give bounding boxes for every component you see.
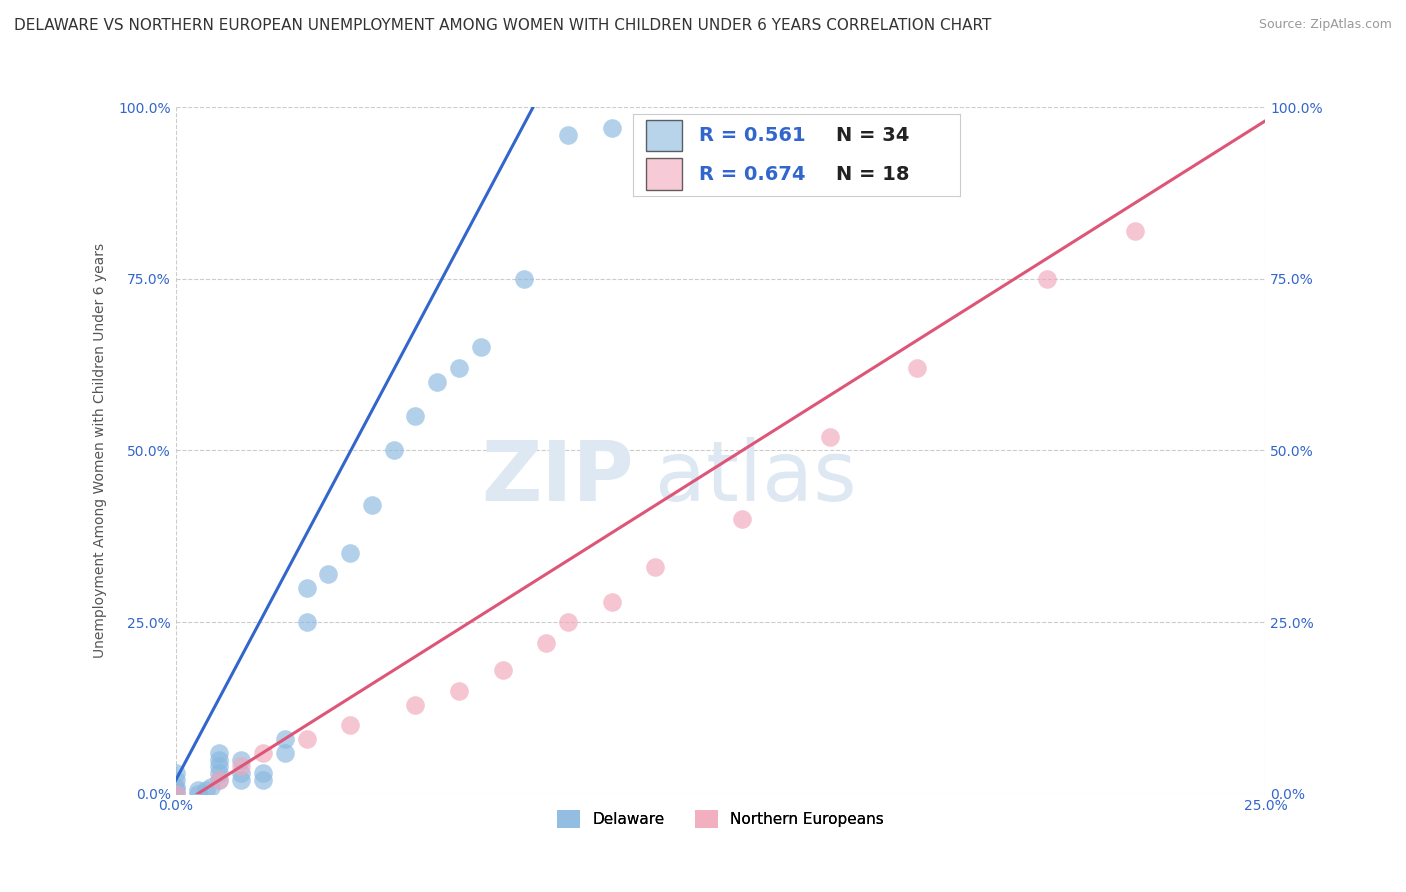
Point	[818, 430, 841, 444]
Point	[426, 375, 449, 389]
FancyBboxPatch shape	[647, 120, 682, 151]
Text: atlas: atlas	[655, 437, 856, 518]
Point	[165, 783, 187, 797]
Text: N = 34: N = 34	[837, 126, 910, 145]
Point	[492, 663, 515, 677]
Point	[274, 746, 297, 760]
Point	[360, 499, 382, 513]
Point	[208, 759, 231, 773]
Point	[252, 773, 274, 788]
Point	[470, 340, 492, 354]
Point	[231, 773, 253, 788]
Point	[1123, 224, 1146, 238]
Point	[447, 683, 470, 698]
Point	[208, 766, 231, 780]
Point	[165, 780, 187, 794]
Text: Source: ZipAtlas.com: Source: ZipAtlas.com	[1258, 18, 1392, 31]
Point	[405, 698, 427, 712]
Point	[382, 443, 405, 458]
Point	[274, 731, 297, 746]
Point	[231, 766, 253, 780]
Point	[165, 787, 187, 801]
Point	[186, 787, 209, 801]
Y-axis label: Unemployment Among Women with Children Under 6 years: Unemployment Among Women with Children U…	[93, 243, 107, 658]
Point	[339, 718, 361, 732]
Point	[200, 780, 222, 794]
Point	[534, 636, 557, 650]
Point	[208, 746, 231, 760]
Point	[731, 512, 754, 526]
Point	[513, 271, 536, 285]
Point	[252, 766, 274, 780]
Point	[165, 766, 187, 780]
Point	[195, 783, 218, 797]
Text: R = 0.674: R = 0.674	[699, 165, 806, 184]
Point	[231, 759, 253, 773]
Point	[318, 567, 340, 582]
FancyBboxPatch shape	[647, 159, 682, 190]
Point	[644, 560, 666, 574]
Point	[339, 546, 361, 561]
Point	[165, 773, 187, 788]
Point	[208, 753, 231, 767]
Point	[447, 361, 470, 376]
Point	[295, 581, 318, 595]
Point	[557, 128, 579, 142]
Point	[1036, 271, 1059, 285]
Point	[295, 615, 318, 630]
Text: R = 0.561: R = 0.561	[699, 126, 806, 145]
Point	[208, 773, 231, 788]
Point	[186, 783, 209, 797]
Text: ZIP: ZIP	[481, 437, 633, 518]
Text: N = 18: N = 18	[837, 165, 910, 184]
Point	[208, 773, 231, 788]
Text: DELAWARE VS NORTHERN EUROPEAN UNEMPLOYMENT AMONG WOMEN WITH CHILDREN UNDER 6 YEA: DELAWARE VS NORTHERN EUROPEAN UNEMPLOYME…	[14, 18, 991, 33]
Legend: Delaware, Northern Europeans: Delaware, Northern Europeans	[551, 804, 890, 834]
Point	[905, 361, 928, 376]
Point	[600, 594, 623, 608]
Point	[295, 731, 318, 746]
Point	[600, 120, 623, 135]
Point	[405, 409, 427, 423]
Point	[165, 787, 187, 801]
Point	[557, 615, 579, 630]
Point	[231, 753, 253, 767]
Point	[252, 746, 274, 760]
